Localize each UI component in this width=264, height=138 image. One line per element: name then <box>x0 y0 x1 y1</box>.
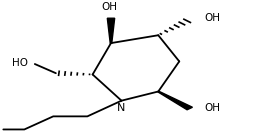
Text: N: N <box>117 103 126 113</box>
Polygon shape <box>158 91 192 110</box>
Text: OH: OH <box>102 2 118 12</box>
Text: OH: OH <box>204 103 220 113</box>
Polygon shape <box>107 18 115 43</box>
Text: OH: OH <box>204 13 220 23</box>
Text: HO: HO <box>12 58 28 68</box>
